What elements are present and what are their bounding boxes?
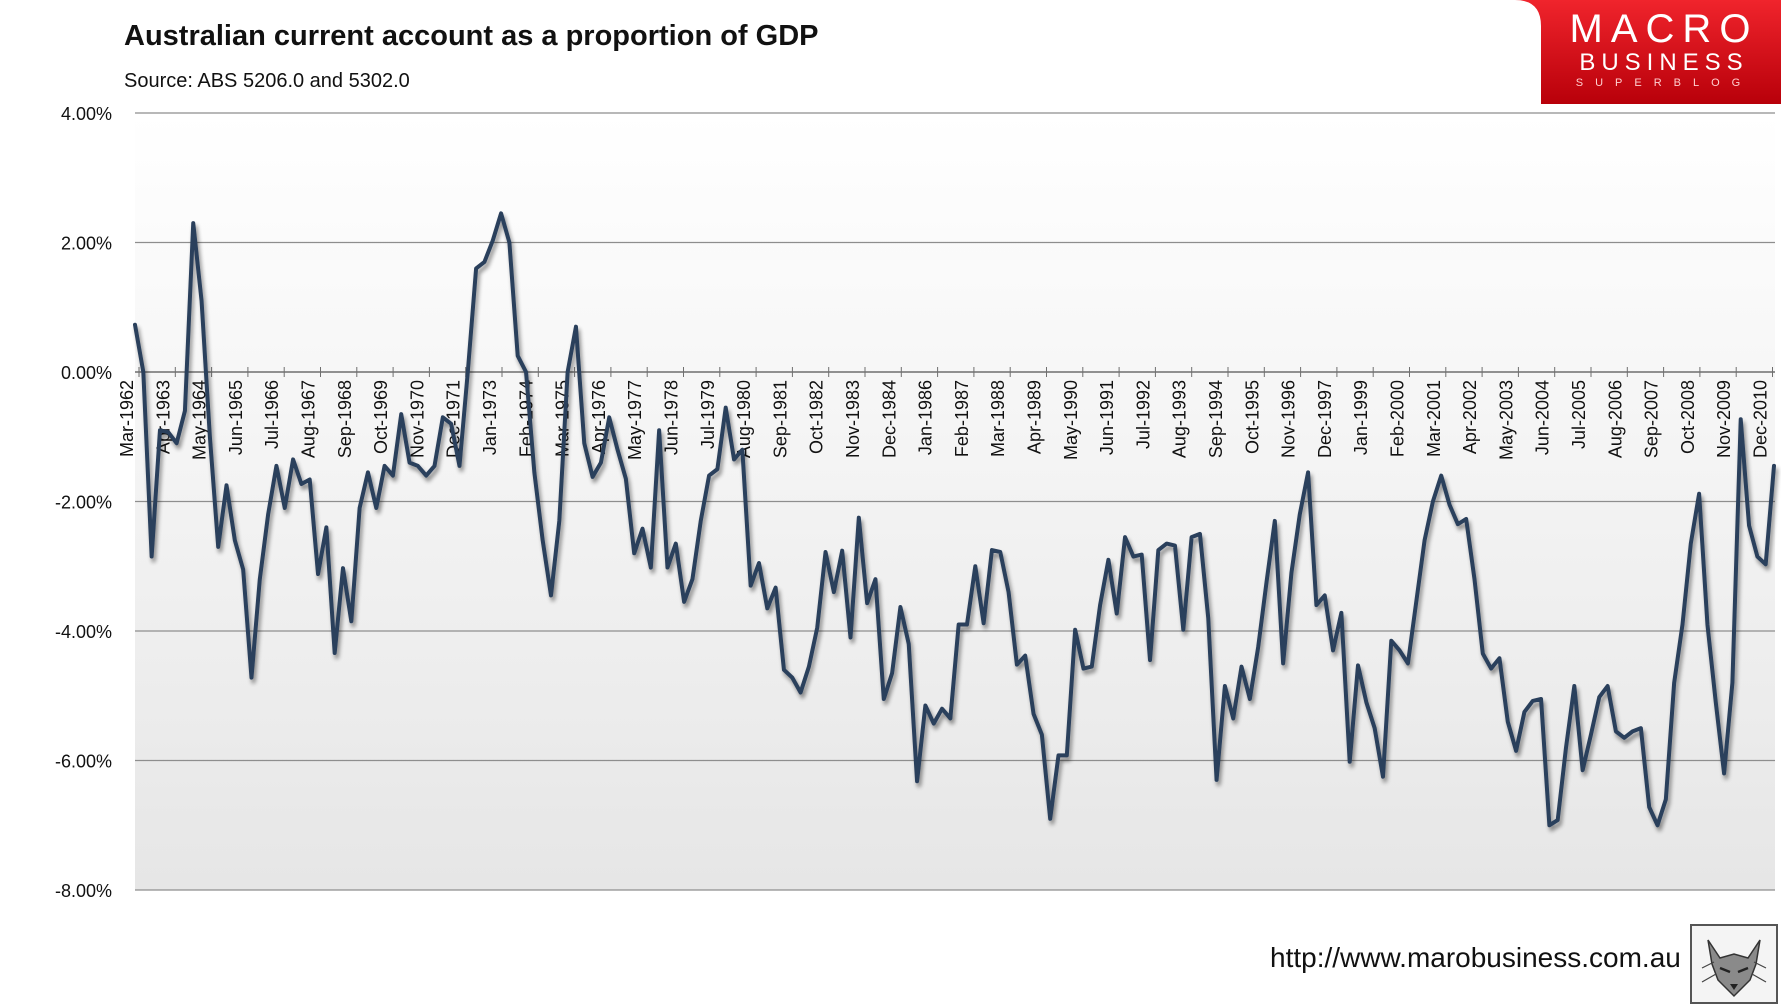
x-tick-label-14: May-1977	[625, 380, 645, 460]
x-tick-label-26: May-1990	[1061, 380, 1081, 460]
fox-icon	[1690, 924, 1778, 1004]
x-tick-label-10: Jan-1973	[480, 380, 500, 455]
x-tick-label-38: May-2003	[1496, 380, 1516, 460]
x-tick-label-28: Jul-1992	[1133, 380, 1153, 449]
logo-line2: BUSINESS	[1579, 49, 1748, 76]
x-tick-label-24: Mar-1988	[988, 380, 1008, 457]
x-tick-label-34: Jan-1999	[1351, 380, 1371, 455]
series-line-0	[133, 211, 1776, 828]
x-tick-label-25: Apr-1989	[1025, 380, 1045, 454]
x-tick-label-9: Dec-1971	[444, 380, 464, 458]
x-tick-label-45: Dec-2010	[1751, 380, 1771, 458]
y-tick-label-3: -2.00%	[55, 493, 112, 513]
gridlines	[135, 112, 1775, 891]
x-tick-label-30: Sep-1994	[1206, 380, 1226, 458]
x-tick-label-18: Sep-1981	[770, 380, 790, 458]
x-tick-label-23: Feb-1987	[952, 380, 972, 457]
x-tick-label-32: Nov-1996	[1279, 380, 1299, 458]
x-tick-label-16: Jul-1979	[698, 380, 718, 449]
x-tick-label-1: Apr-1963	[153, 380, 173, 454]
x-tick-label-5: Aug-1967	[299, 380, 319, 458]
y-tick-label-2: 0.00%	[61, 363, 112, 383]
x-tick-label-42: Sep-2007	[1642, 380, 1662, 458]
x-tick-label-43: Oct-2008	[1678, 380, 1698, 454]
x-tick-label-22: Jan-1986	[916, 380, 936, 455]
y-tick-label-6: -8.00%	[55, 881, 112, 901]
series-layer	[133, 211, 1776, 828]
x-tick-label-15: Jun-1978	[662, 380, 682, 455]
site-url: http://www.marobusiness.com.au	[1270, 942, 1681, 973]
x-tick-label-35: Feb-2000	[1388, 380, 1408, 457]
x-tick-label-0: Mar-1962	[117, 380, 137, 457]
x-tick-label-29: Aug-1993	[1170, 380, 1190, 458]
x-tick-label-36: Mar-2001	[1424, 380, 1444, 457]
chart-subtitle: Source: ABS 5206.0 and 5302.0	[124, 70, 410, 92]
x-tick-label-33: Dec-1997	[1315, 380, 1335, 458]
y-tick-label-5: -6.00%	[55, 752, 112, 772]
x-tick-label-21: Dec-1984	[879, 380, 899, 458]
x-tick-label-44: Nov-2009	[1714, 380, 1734, 458]
y-axis: 4.00% 2.00% 0.00% -2.00% -4.00% -6.00% -8.00%	[55, 104, 112, 901]
x-tick-label-3: Jun-1965	[226, 380, 246, 455]
x-tick-label-37: Apr-2002	[1460, 380, 1480, 454]
x-tick-label-39: Jun-2004	[1533, 380, 1553, 455]
x-tick-label-7: Oct-1969	[371, 380, 391, 454]
x-tick-label-4: Jul-1966	[262, 380, 282, 449]
x-axis: Mar-1962 Apr-1963 May-1964 Jun-1965 Jul-1966…	[117, 367, 1773, 460]
x-tick-label-27: Jun-1991	[1097, 380, 1117, 455]
y-tick-label-0: 4.00%	[61, 104, 112, 124]
logo-line3: SUPERBLOG	[1576, 77, 1752, 89]
x-tick-label-31: Oct-1995	[1242, 380, 1262, 454]
y-tick-label-4: -4.00%	[55, 622, 112, 642]
x-tick-label-6: Sep-1968	[335, 380, 355, 458]
x-tick-label-2: May-1964	[190, 380, 210, 460]
x-tick-label-20: Nov-1983	[843, 380, 863, 458]
x-tick-label-41: Aug-2006	[1605, 380, 1625, 458]
chart-title: Australian current account as a proporti…	[124, 20, 819, 52]
macro-business-logo: MACRO BUSINESS SUPERBLOG	[1505, 0, 1781, 104]
x-tick-label-40: Jul-2005	[1569, 380, 1589, 449]
y-tick-label-1: 2.00%	[61, 234, 112, 254]
logo-line1: MACRO	[1570, 7, 1759, 51]
x-tick-label-17: Aug-1980	[734, 380, 754, 458]
x-tick-label-8: Nov-1970	[407, 380, 427, 458]
x-tick-label-19: Oct-1982	[807, 380, 827, 454]
